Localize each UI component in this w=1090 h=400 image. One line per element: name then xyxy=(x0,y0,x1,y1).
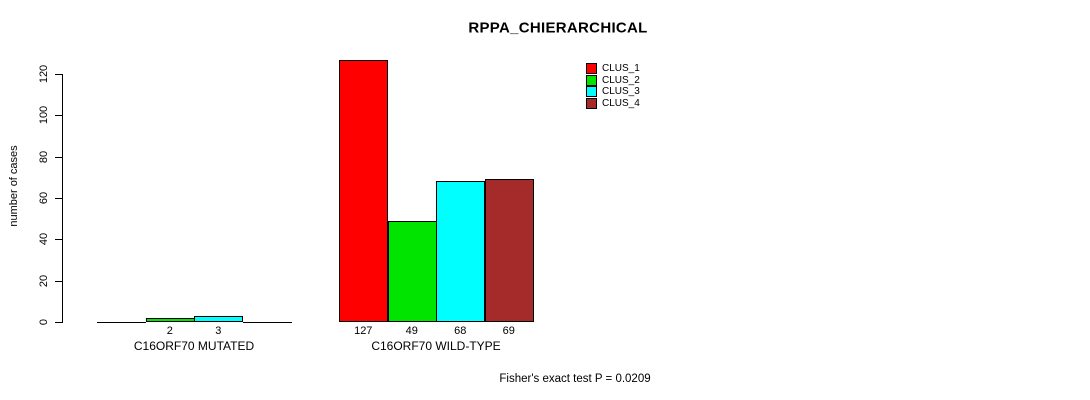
legend: CLUS_1 CLUS_2 CLUS_3 CLUS_4 xyxy=(586,63,640,109)
y-axis-tick-label: 0 xyxy=(38,318,50,326)
bar-value-label: 69 xyxy=(502,325,515,337)
bar-value-label: 127 xyxy=(354,325,373,337)
y-axis-tick xyxy=(55,115,62,116)
y-axis-tick-label: 100 xyxy=(38,105,50,125)
fisher-annotation: Fisher's exact test P = 0.0209 xyxy=(499,373,651,385)
legend-swatch-CLUS_2 xyxy=(586,74,597,86)
bar-value-label: 3 xyxy=(215,325,222,337)
y-axis-tick-label: 40 xyxy=(38,232,50,246)
bar-CLUS_3 xyxy=(436,181,485,322)
legend-item: CLUS_1 xyxy=(586,63,640,75)
legend-swatch-CLUS_1 xyxy=(586,63,597,75)
y-axis-tick xyxy=(55,74,62,75)
y-axis-tick xyxy=(55,322,62,323)
legend-item: CLUS_2 xyxy=(586,74,640,87)
bar-CLUS_4 xyxy=(243,322,292,323)
y-axis-title: number of cases xyxy=(8,145,20,227)
bar-CLUS_1 xyxy=(339,60,388,322)
y-axis-tick-label: 60 xyxy=(38,191,50,205)
legend-swatch-CLUS_4 xyxy=(586,97,597,109)
bar-value-label: 68 xyxy=(454,325,467,337)
y-axis-line xyxy=(62,74,63,323)
legend-label: CLUS_2 xyxy=(602,74,640,86)
x-category-label: C16ORF70 MUTATED xyxy=(133,339,255,353)
bar-value-label: 2 xyxy=(166,325,173,337)
bar-CLUS_3 xyxy=(194,316,243,322)
y-axis-tick xyxy=(55,198,62,199)
y-axis-tick-label: 20 xyxy=(38,274,50,288)
y-axis-tick-label: 80 xyxy=(38,150,50,164)
bar-CLUS_2 xyxy=(146,318,195,322)
bar-CLUS_1 xyxy=(97,322,146,323)
legend-label: CLUS_3 xyxy=(602,86,640,98)
bar-value-label: 49 xyxy=(405,325,418,337)
bar-CLUS_4 xyxy=(485,179,534,322)
legend-label: CLUS_1 xyxy=(602,63,640,75)
chart-title: RPPA_CHIERARCHICAL xyxy=(468,19,648,37)
y-axis-tick xyxy=(55,157,62,158)
bar-CLUS_2 xyxy=(388,221,437,322)
legend-swatch-CLUS_3 xyxy=(586,86,597,98)
y-axis-tick xyxy=(55,281,62,282)
x-category-label: C16ORF70 WILD-TYPE xyxy=(371,339,501,353)
legend-label: CLUS_4 xyxy=(602,97,640,109)
legend-item: CLUS_3 xyxy=(586,86,640,98)
y-axis-tick-label: 120 xyxy=(38,64,50,84)
y-axis-tick xyxy=(55,239,62,240)
legend-item: CLUS_4 xyxy=(586,97,640,110)
